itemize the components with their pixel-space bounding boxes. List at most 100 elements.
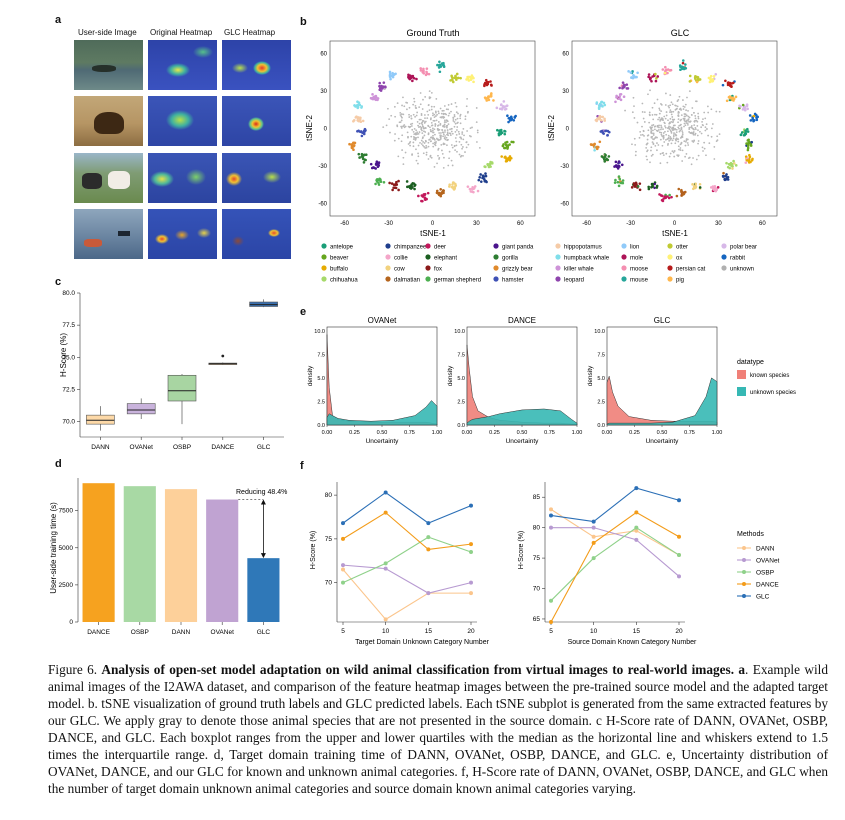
tsne-point <box>716 186 720 189</box>
tsne-xlabel-gt: tSNE-1 <box>420 229 446 238</box>
tsne-point-unknown <box>475 121 478 124</box>
tsne-point-unknown <box>679 149 682 151</box>
bar <box>164 489 198 622</box>
tsne-point <box>472 80 475 84</box>
tsne-point <box>357 119 361 123</box>
line-point-dance <box>341 536 345 541</box>
tsne-point-unknown <box>718 110 721 113</box>
tsne-point <box>755 118 759 122</box>
tsne-point-unknown <box>409 144 412 147</box>
tsne-point-unknown <box>647 129 650 132</box>
tsne-point <box>348 142 351 146</box>
line-point-osbp <box>549 598 553 603</box>
tsne-point-unknown <box>453 114 456 116</box>
tsne-point <box>466 185 470 188</box>
tsne-point-unknown <box>664 117 667 120</box>
tsne-point-unknown <box>690 125 693 127</box>
line-point-osbp <box>634 525 639 530</box>
tsne-point-unknown <box>427 145 430 148</box>
tsne-ytick-label: 0 <box>324 127 328 133</box>
tsne-point <box>359 130 363 133</box>
tsne-point <box>590 143 593 146</box>
tsne-point-unknown <box>653 102 656 105</box>
tsne-point-unknown <box>459 115 462 117</box>
line-point-dann <box>383 617 388 622</box>
tsne-point-unknown <box>399 112 402 114</box>
tsne-point <box>478 176 481 179</box>
tsne-point-unknown <box>668 139 671 142</box>
tsne-point <box>411 75 414 78</box>
tsne-point-unknown <box>641 111 644 113</box>
tsne-point <box>617 160 621 163</box>
line-point-dance <box>426 547 431 552</box>
line-point-osbp <box>591 556 596 561</box>
tsne-point-unknown <box>649 89 651 92</box>
tsne-xtick-label: 30 <box>715 221 722 227</box>
tsne-point-unknown <box>446 119 449 122</box>
tsne-point-unknown <box>413 127 416 130</box>
tsne-point <box>459 76 462 80</box>
tsne-point <box>648 76 652 80</box>
tsne-point <box>664 65 667 69</box>
tsne-point-unknown <box>444 131 446 133</box>
tsne-point-unknown <box>421 137 424 140</box>
tsne-point-unknown <box>451 132 454 135</box>
tsne-point <box>471 76 475 79</box>
tsne-point-unknown <box>658 109 661 111</box>
tsne-point-unknown <box>412 113 415 116</box>
tsne-point-unknown <box>646 158 649 161</box>
tsne-point-unknown <box>445 136 448 139</box>
tsne-point-unknown <box>656 142 658 144</box>
tsne-point <box>374 94 378 98</box>
tsne-point <box>730 85 733 89</box>
line-point-dann <box>634 528 639 533</box>
tsne-point <box>751 157 754 161</box>
tsne-point-unknown <box>437 124 440 127</box>
tsne-point <box>425 197 428 201</box>
tsne-point-unknown <box>410 117 413 120</box>
density-xtick-label: 0.75 <box>404 430 415 436</box>
density-plot-area: OVANet 0.00 0.25 0.50 0.75 1.00 0.0 2.5 5.0 7.5 10… <box>307 316 722 445</box>
tsne-point <box>746 130 750 133</box>
tsne-point <box>448 185 451 188</box>
tsne-point-unknown <box>672 151 675 154</box>
tsne-point-unknown <box>390 114 393 117</box>
tsne-point <box>503 108 507 111</box>
tsne-legend-dot <box>621 254 627 260</box>
tsne-point-unknown <box>422 144 424 147</box>
tsne-point-unknown <box>688 116 691 119</box>
tsne-xtick-label: -60 <box>340 221 349 227</box>
tsne-point-unknown <box>449 128 451 131</box>
tsne-point-unknown <box>460 137 463 140</box>
tsne-point-unknown <box>632 96 635 99</box>
bar <box>206 499 239 622</box>
line-xtick-label: 5 <box>549 628 553 635</box>
tsne-point <box>479 180 483 183</box>
tsne-point <box>495 106 499 110</box>
tsne-point-unknown <box>421 108 424 110</box>
tsne-point <box>415 77 418 81</box>
tsne-point <box>709 186 713 189</box>
line-point-glc <box>426 521 431 526</box>
tsne-point-unknown <box>710 127 713 130</box>
tsne-legend-dot <box>721 265 727 271</box>
tsne-point-unknown <box>713 158 716 160</box>
box-ytick-label: 77.5 <box>62 322 75 329</box>
tsne-point-unknown <box>669 94 672 96</box>
tsne-point-unknown <box>643 135 645 137</box>
tsne-point-unknown <box>455 133 458 136</box>
tsne-point <box>421 71 425 74</box>
tsne-point-unknown <box>658 124 660 127</box>
tsne-point <box>614 100 617 104</box>
tsne-point <box>411 79 414 83</box>
tsne-point-unknown <box>684 144 687 147</box>
line-xtick-label: 10 <box>382 628 390 635</box>
tsne-legend-label: hippopotamus <box>564 244 602 250</box>
tsne-point-unknown <box>423 145 425 148</box>
tsne-point-unknown <box>452 118 455 120</box>
tsne-point <box>472 190 475 194</box>
tsne-point <box>376 98 379 102</box>
tsne-point-unknown <box>445 125 448 127</box>
density-xtick-label: 0.00 <box>602 430 613 436</box>
tsne-point-unknown <box>661 144 664 147</box>
